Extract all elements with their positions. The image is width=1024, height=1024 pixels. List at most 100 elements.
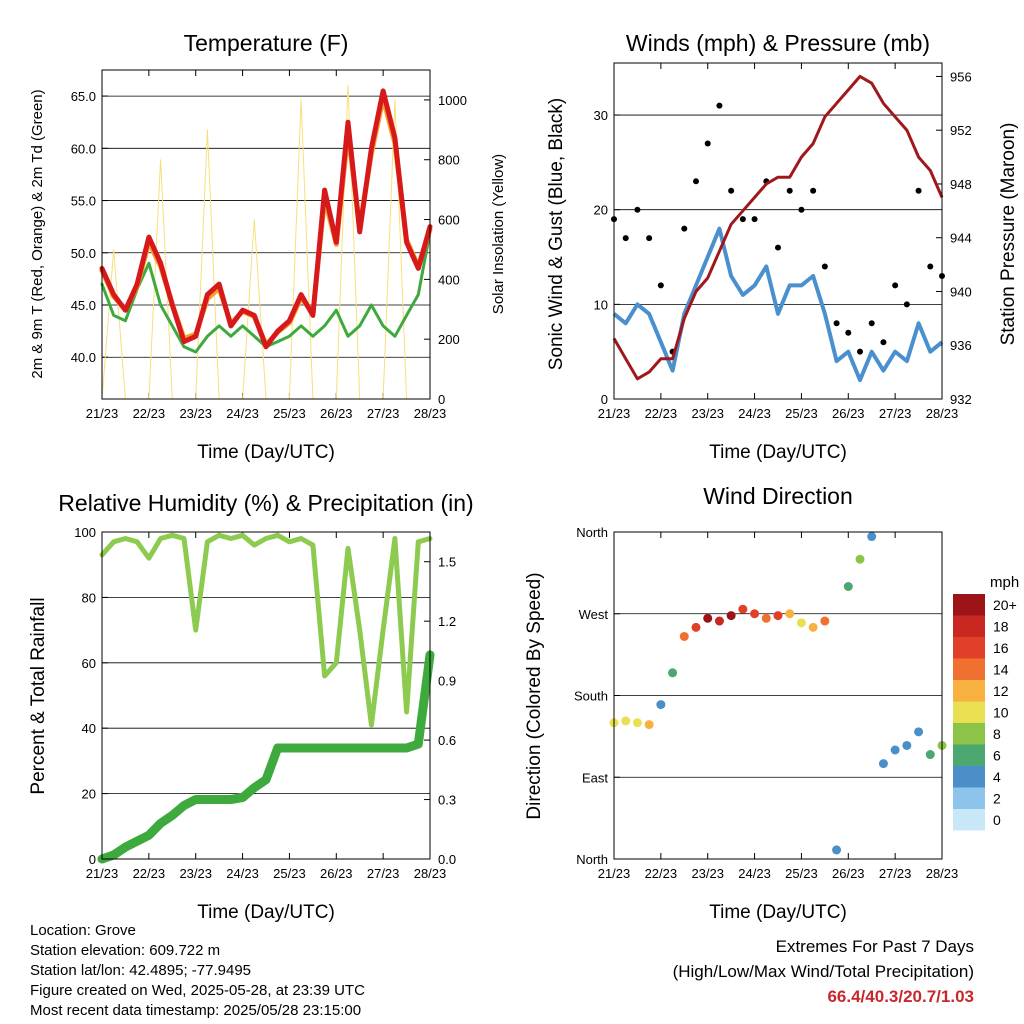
colorbar-swatch [953,594,985,616]
x-tick-label: 24/23 [738,406,771,421]
x-tick-label: 24/23 [226,406,259,421]
x-tick-label: 24/23 [226,866,259,881]
direction-point [820,616,830,626]
gust-point [657,282,664,289]
gust-point [716,102,723,109]
temperature-frame [101,69,431,400]
winds-frame [613,62,943,400]
gust-point [786,187,793,194]
temperature-ylabel-left: 2m & 9m T (Red, Orange) & 2m Td (Green) [29,89,46,378]
winds-xlabel: Time (Day/UTC) [709,442,847,463]
x-tick-label: 28/23 [414,866,447,881]
x-tick-label: 25/23 [785,406,818,421]
y-tick-label-right: 200 [438,332,460,347]
y-tick-label: 10 [594,297,608,312]
winds-ylabel-left: Sonic Wind & Gust (Blue, Black) [546,98,567,370]
y-tick-label-right: 1.2 [438,614,456,629]
direction-point [914,727,924,737]
gust-point [880,339,887,346]
data-timestamp: Most recent data timestamp: 2025/05/28 2… [30,1002,362,1019]
extremes-values: 66.4/40.3/20.7/1.03 [827,987,974,1006]
direction-xlabel: Time (Day/UTC) [709,902,847,923]
direction-point [832,845,842,855]
direction-point [703,613,713,623]
direction-point [644,720,654,730]
direction-point [785,609,795,619]
station-location: Location: Grove [30,922,136,939]
y-tick-label: North [576,852,608,867]
x-tick-label: 22/23 [645,406,678,421]
direction-point [925,750,935,760]
y-tick-label: 40 [82,721,96,736]
direction-frame [613,531,943,860]
colorbar-label: 10 [993,704,1009,720]
direction-point [890,745,900,755]
series-9m-t [99,95,433,348]
direction-point [843,582,853,591]
gust-point [868,320,875,327]
y-tick-label-right: 940 [950,284,972,299]
y-tick-label: West [579,607,609,622]
y-tick-label: 55.0 [71,194,96,209]
y-tick-label: 50.0 [71,246,96,261]
winds-ylabel-right: Station Pressure (Maroon) [998,123,1019,346]
speed-colorbar: 0 2 4 6 8 10 12 14 16 18 20+ [953,594,1017,831]
station-elevation: Station elevation: 609.722 m [30,942,221,959]
direction-point [691,622,701,632]
x-tick-label: 26/23 [832,406,865,421]
x-tick-label: 23/23 [179,866,212,881]
gust-point [622,235,629,242]
y-tick-label: South [574,689,608,704]
figure-created: Figure created on Wed, 2025-05-28, at 23… [30,982,365,999]
y-tick-label: 20 [594,203,608,218]
y-tick-label-right: 0.0 [438,852,456,867]
x-tick-label: 26/23 [832,866,865,881]
colorbar-label: 12 [993,683,1009,699]
colorbar-swatch [953,637,985,659]
humidity-ylabel-left: Percent & Total Rainfall [28,597,49,794]
gust-point [646,235,653,242]
x-tick-label: 27/23 [367,406,400,421]
colorbar-swatch [953,680,985,702]
colorbar-swatch [953,809,985,831]
gust-point [892,282,899,289]
y-tick-label-right: 932 [950,392,972,407]
y-tick-label: 65.0 [71,89,96,104]
colorbar-title: mph [990,574,1019,591]
colorbar-label: 14 [993,661,1009,677]
y-tick-label: 60.0 [71,141,96,156]
x-tick-label: 23/23 [691,406,724,421]
y-tick-label: 40.0 [71,350,96,365]
y-tick-label: East [582,770,608,785]
gust-point [927,263,934,270]
x-tick-label: 28/23 [926,406,959,421]
colorbar-label: 16 [993,640,1009,656]
y-tick-label-right: 0.6 [438,733,456,748]
y-tick-label: 0 [89,852,96,867]
direction-point [714,616,724,626]
gust-point [845,329,852,336]
gust-point [728,187,735,194]
x-tick-label: 24/23 [738,866,771,881]
x-tick-label: 21/23 [598,866,631,881]
x-tick-label: 26/23 [320,406,353,421]
gust-point [821,263,828,270]
temperature-ylabel-right: Solar Insolation (Yellow) [490,154,507,314]
y-tick-label-right: 400 [438,272,460,287]
winds-title: Winds (mph) & Pressure (mb) [626,30,930,56]
x-tick-label: 22/23 [645,866,678,881]
direction-point [738,604,748,614]
colorbar-swatch [953,658,985,680]
station-info: Location: Grove Station elevation: 609.7… [30,921,365,1021]
direction-title: Wind Direction [703,483,853,509]
x-tick-label: 21/23 [86,406,119,421]
humidity-frame [101,531,431,860]
station-latlon: Station lat/lon: 42.4895; -77.9495 [30,962,252,979]
direction-point [773,611,783,621]
x-tick-label: 25/23 [785,866,818,881]
temperature-title: Temperature (F) [184,30,349,56]
colorbar-label: 2 [993,790,1001,806]
y-tick-label: 45.0 [71,298,96,313]
y-tick-label-right: 800 [438,153,460,168]
gust-point [857,348,863,355]
